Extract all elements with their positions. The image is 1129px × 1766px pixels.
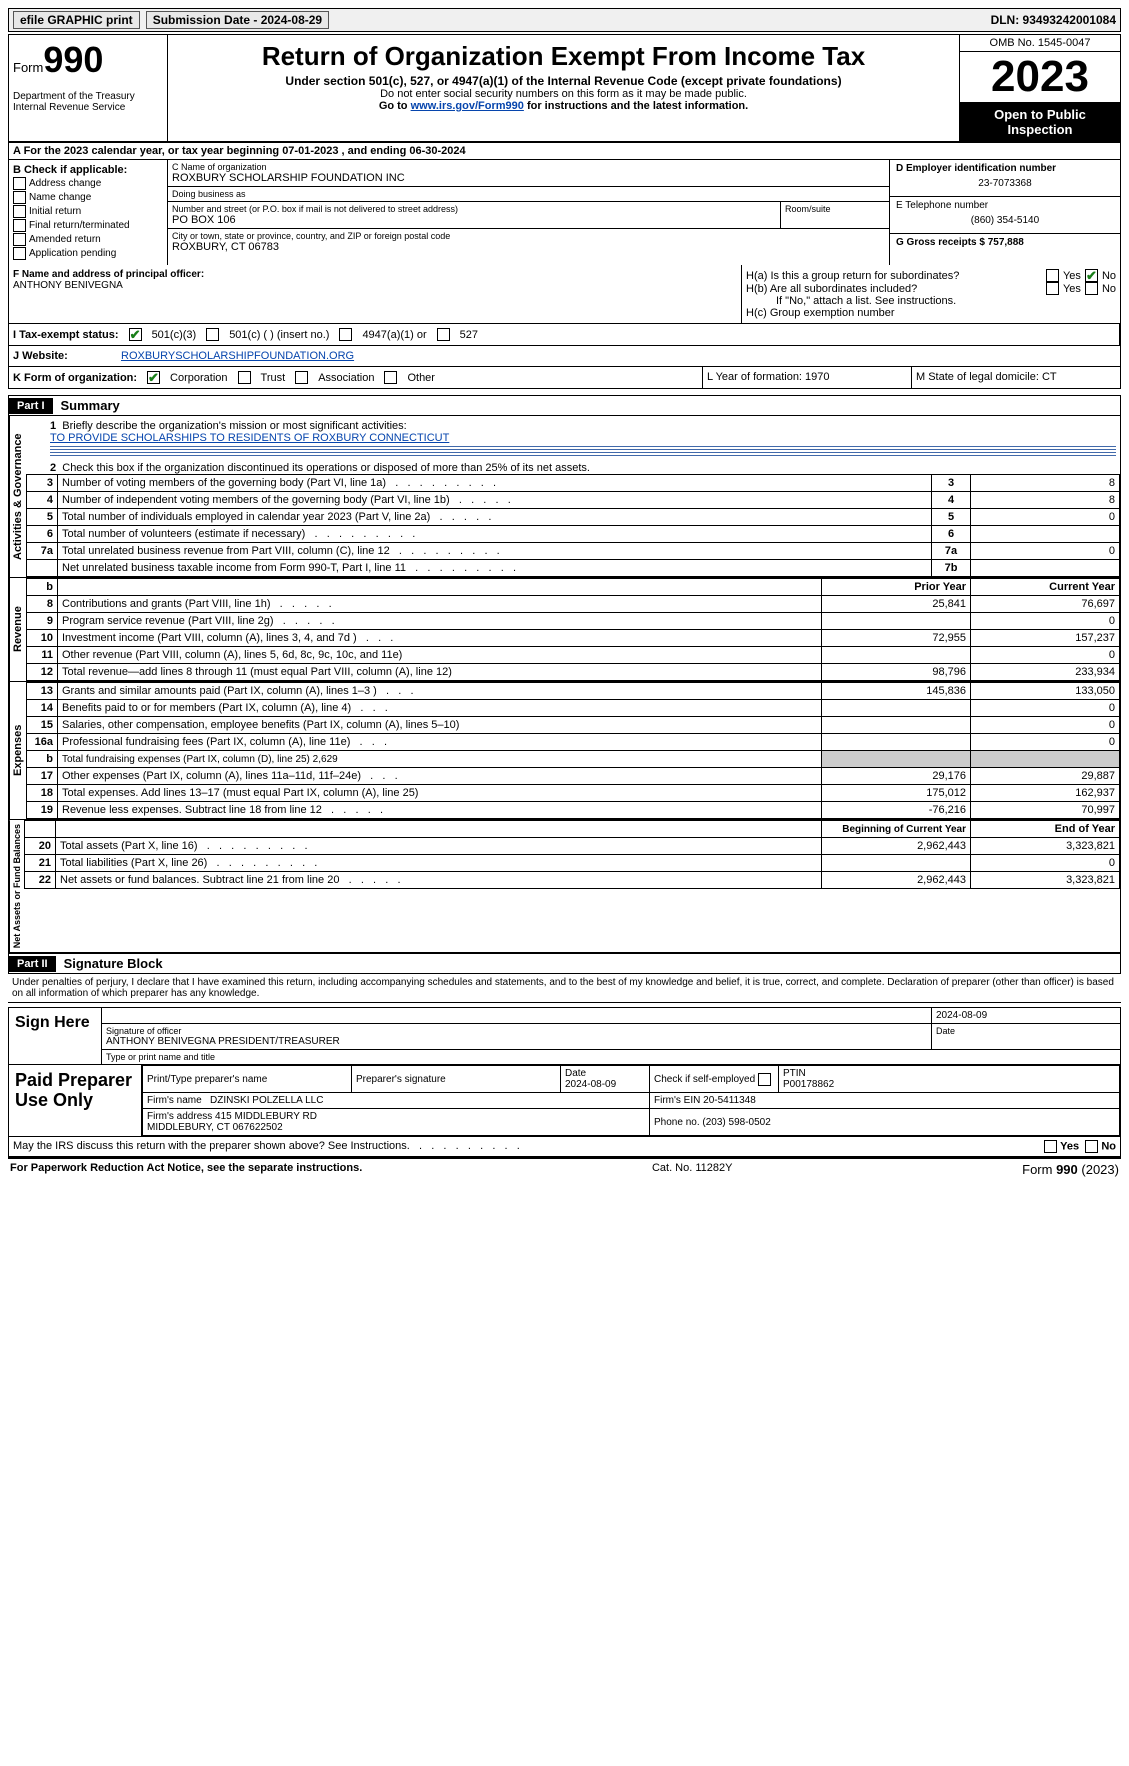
page-footer: For Paperwork Reduction Act Notice, see …: [8, 1157, 1121, 1180]
perjury-declaration: Under penalties of perjury, I declare th…: [8, 974, 1121, 1003]
box-b: B Check if applicable: Address change Na…: [9, 160, 168, 265]
top-bar: efile GRAPHIC print Submission Date - 20…: [8, 8, 1121, 32]
expenses-table: 13Grants and similar amounts paid (Part …: [26, 682, 1120, 819]
efile-print-button[interactable]: efile GRAPHIC print: [13, 11, 140, 29]
governance-table: 3Number of voting members of the governi…: [26, 474, 1120, 577]
state-domicile: M State of legal domicile: CT: [912, 367, 1120, 388]
row-a-tax-year: A For the 2023 calendar year, or tax yea…: [8, 142, 1121, 160]
tax-year: 2023: [960, 52, 1120, 103]
open-to-public: Open to Public Inspection: [960, 103, 1120, 141]
form-header: Form990 Department of the Treasury Inter…: [8, 34, 1121, 142]
year-formation: L Year of formation: 1970: [703, 367, 912, 388]
firm-phone: (203) 598-0502: [702, 1117, 770, 1128]
form-number: Form990: [13, 39, 163, 81]
org-address: PO BOX 106: [172, 214, 776, 226]
revenue-table: bPrior YearCurrent Year 8Contributions a…: [26, 578, 1120, 681]
gross-receipts: G Gross receipts $ 757,888: [896, 237, 1114, 248]
tab-governance: Activities & Governance: [9, 416, 26, 577]
org-city: ROXBURY, CT 06783: [172, 241, 885, 253]
tax-exempt-status: I Tax-exempt status: 501(c)(3) 501(c) ( …: [9, 324, 1120, 345]
department: Department of the Treasury Internal Reve…: [13, 91, 163, 113]
ein: 23-7073368: [896, 174, 1114, 193]
ptin: P00178862: [783, 1079, 834, 1090]
form-subtitle: Under section 501(c), 527, or 4947(a)(1)…: [172, 74, 955, 88]
may-discuss: May the IRS discuss this return with the…: [8, 1137, 1121, 1157]
box-d: D Employer identification number 23-7073…: [889, 160, 1120, 265]
paid-preparer-label: Paid Preparer Use Only: [9, 1065, 142, 1136]
part-1-header: Part I: [9, 398, 53, 414]
box-f: F Name and address of principal officer:…: [9, 265, 742, 323]
box-c: C Name of organization ROXBURY SCHOLARSH…: [168, 160, 889, 265]
preparer-table: Print/Type preparer's name Preparer's si…: [142, 1065, 1120, 1136]
principal-officer: ANTHONY BENIVEGNA: [13, 280, 737, 291]
firm-name: DZINSKI POLZELLA LLC: [210, 1095, 323, 1106]
omb-number: OMB No. 1545-0047: [960, 35, 1120, 52]
tab-revenue: Revenue: [9, 578, 26, 681]
dln: DLN: 93493242001084: [991, 13, 1116, 27]
officer-signature: ANTHONY BENIVEGNA PRESIDENT/TREASURER: [106, 1036, 927, 1047]
part-2-header: Part II: [9, 956, 56, 972]
tab-net-assets: Net Assets or Fund Balances: [9, 820, 24, 952]
submission-date: Submission Date - 2024-08-29: [146, 11, 329, 29]
website-link[interactable]: ROXBURYSCHOLARSHIPFOUNDATION.ORG: [121, 350, 354, 362]
ssn-note: Do not enter social security numbers on …: [172, 88, 955, 100]
form-title: Return of Organization Exempt From Incom…: [172, 41, 955, 72]
telephone: (860) 354-5140: [896, 211, 1114, 230]
box-h: H(a) Is this a group return for subordin…: [742, 265, 1120, 323]
org-name: ROXBURY SCHOLARSHIP FOUNDATION INC: [172, 172, 885, 184]
form-of-org: K Form of organization: Corporation Trus…: [9, 367, 703, 388]
sign-here-label: Sign Here: [9, 1008, 102, 1064]
mission-text: TO PROVIDE SCHOLARSHIPS TO RESIDENTS OF …: [50, 432, 449, 444]
tab-expenses: Expenses: [9, 682, 26, 819]
firm-ein: 20-5411348: [703, 1095, 756, 1106]
net-assets-table: Beginning of Current YearEnd of Year 20T…: [24, 820, 1120, 889]
irs-link[interactable]: www.irs.gov/Form990: [411, 100, 524, 112]
